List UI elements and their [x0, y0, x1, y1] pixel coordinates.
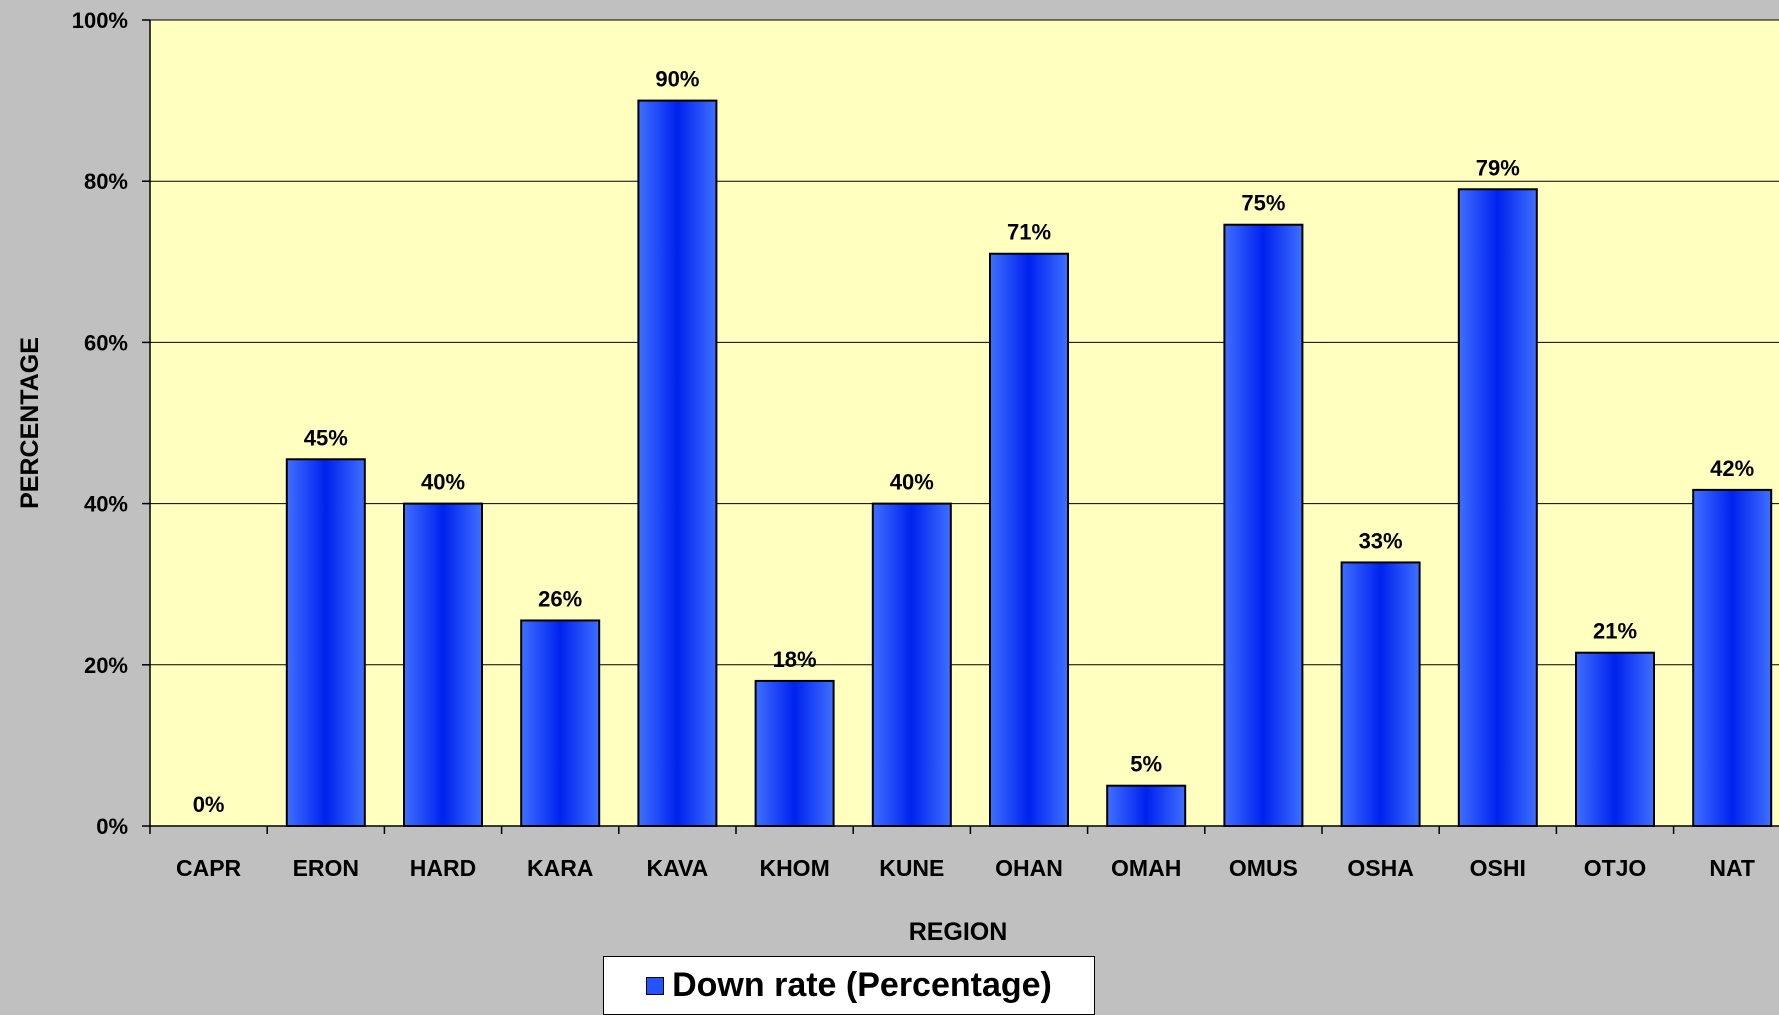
- x-tick-label-kava: KAVA: [647, 855, 709, 881]
- bar-nat: [1692, 488, 1773, 827]
- x-tick-label-eron: ERON: [293, 855, 359, 881]
- x-tick-label-oshi: OSHI: [1470, 855, 1526, 881]
- data-label-otjo: 21%: [1593, 619, 1637, 644]
- data-label-kava: 90%: [655, 67, 699, 92]
- x-tick-labels: CAPR ERON HARD KARA KAVA KHOM KUNE OHAN OMAH OMUS…: [176, 855, 1755, 881]
- legend-label: Down rate (Percentage): [672, 966, 1052, 1004]
- x-tick-label-otjo: OTJO: [1584, 855, 1647, 881]
- x-tick-label-kara: KARA: [527, 855, 593, 881]
- bar-osha: [1340, 561, 1421, 827]
- x-tick-label-omah: OMAH: [1111, 855, 1181, 881]
- data-labels: 0% 45% 40% 26% 90% 18% 40% 71% 5% 75% 33% 79% 21% 42%: [193, 67, 1755, 817]
- x-tick-label-capr: CAPR: [176, 855, 242, 881]
- bar-kara: [520, 619, 601, 827]
- x-tick-label-hard: HARD: [410, 855, 476, 881]
- bar-omah: [1106, 784, 1187, 828]
- bar-khom: [754, 679, 835, 827]
- data-label-oshi: 79%: [1476, 155, 1520, 180]
- bar-kune: [871, 502, 952, 827]
- data-label-ohan: 71%: [1007, 220, 1051, 245]
- y-tick-labels: 0% 20% 40% 60% 80% 100%: [72, 8, 128, 839]
- data-label-capr: 0%: [193, 792, 225, 817]
- y-tick-label: 60%: [84, 330, 128, 355]
- bar-kava: [637, 99, 718, 828]
- x-tick-label-kune: KUNE: [879, 855, 944, 881]
- bar-ohan: [989, 252, 1069, 828]
- data-label-kara: 26%: [538, 586, 582, 611]
- x-axis-title: REGION: [909, 918, 1008, 946]
- bars: [285, 99, 1773, 828]
- y-tick-label: 40%: [84, 492, 128, 517]
- bar-omus: [1223, 223, 1304, 827]
- data-label-osha: 33%: [1359, 528, 1403, 553]
- legend: Down rate (Percentage): [603, 956, 1095, 1015]
- y-tick-label: 0%: [96, 814, 128, 839]
- y-tick-label: 20%: [84, 653, 128, 678]
- y-tick-label: 100%: [72, 8, 128, 33]
- x-tick-label-khom: KHOM: [759, 855, 829, 881]
- data-label-kune: 40%: [890, 470, 934, 495]
- bar-hard: [403, 502, 483, 827]
- data-label-khom: 18%: [773, 647, 817, 672]
- bar-oshi: [1457, 188, 1538, 827]
- y-axis-title: PERCENTAGE: [16, 337, 44, 509]
- y-tick-label: 80%: [84, 169, 128, 194]
- data-label-omus: 75%: [1241, 191, 1285, 216]
- x-tick-label-ohan: OHAN: [995, 855, 1063, 881]
- x-tick-label-nat: NAT: [1709, 855, 1755, 881]
- bar-eron: [285, 458, 366, 827]
- bar-otjo: [1575, 651, 1655, 828]
- x-tick-label-omus: OMUS: [1229, 855, 1298, 881]
- data-label-nat: 42%: [1710, 456, 1754, 481]
- x-tick-label-osha: OSHA: [1347, 855, 1413, 881]
- data-label-omah: 5%: [1130, 752, 1162, 777]
- axes: [142, 19, 1779, 834]
- legend-swatch-icon: [646, 976, 665, 995]
- data-label-hard: 40%: [421, 470, 465, 495]
- data-label-eron: 45%: [304, 425, 348, 450]
